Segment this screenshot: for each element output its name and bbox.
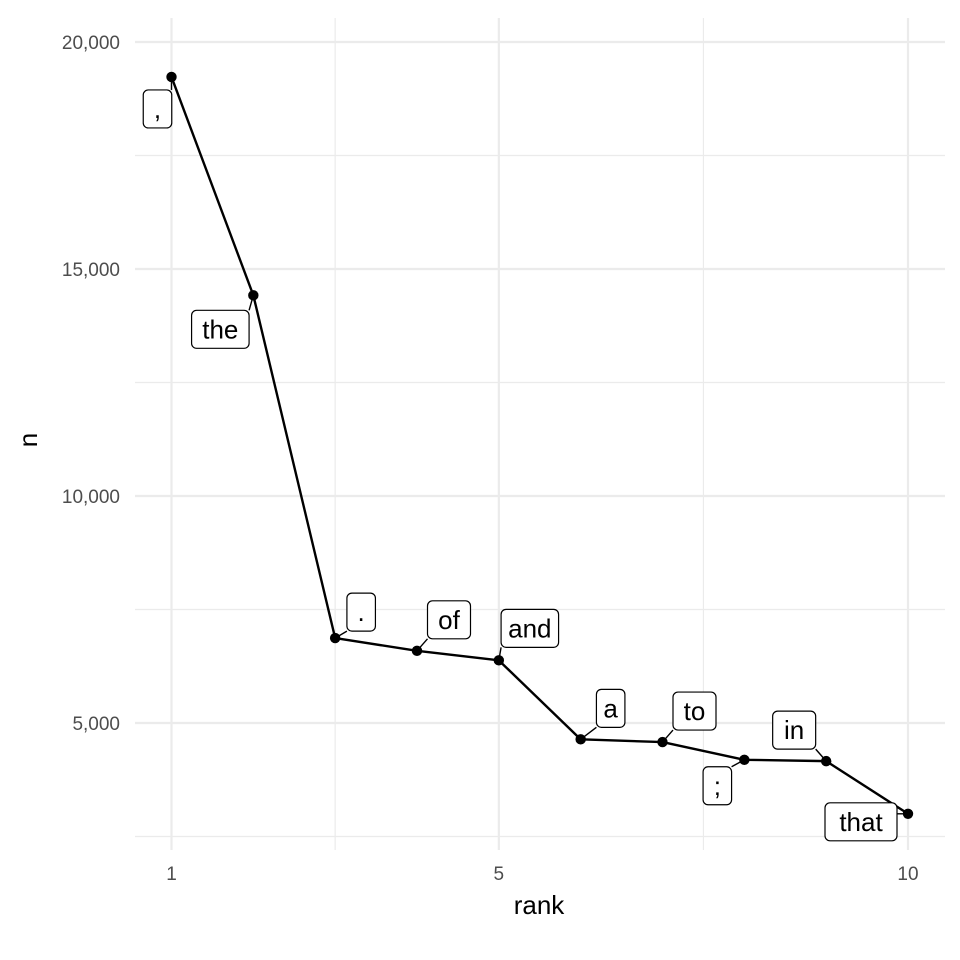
x-tick-label: 1 bbox=[166, 864, 177, 885]
label-leader-line bbox=[498, 647, 502, 661]
label-box bbox=[426, 600, 472, 640]
minor-gridlines bbox=[135, 18, 945, 850]
label-text: a bbox=[603, 693, 618, 723]
y-tick-label: 5,000 bbox=[72, 714, 120, 735]
label-box bbox=[500, 608, 560, 648]
x-axis-tick-labels: 1 5 10 bbox=[166, 864, 918, 885]
label-box bbox=[595, 688, 626, 728]
y-tick-label: 20,000 bbox=[62, 33, 120, 54]
series-line-group bbox=[170, 76, 909, 815]
y-axis-tick-labels: 5,000 10,000 15,000 20,000 bbox=[62, 33, 120, 735]
label-text: that bbox=[839, 807, 883, 837]
label-leader-line bbox=[661, 729, 674, 743]
point-label: of bbox=[416, 600, 472, 652]
point-label: the bbox=[190, 295, 255, 349]
x-tick-label: 10 bbox=[897, 864, 918, 885]
label-text: , bbox=[154, 94, 161, 124]
data-point bbox=[329, 632, 341, 644]
point-label: ; bbox=[702, 759, 745, 806]
label-box bbox=[672, 691, 717, 731]
data-point bbox=[248, 290, 259, 301]
point-label: , bbox=[142, 76, 173, 129]
label-box bbox=[772, 710, 817, 750]
label-box bbox=[346, 592, 377, 632]
label-text: of bbox=[438, 605, 460, 635]
label-text: the bbox=[202, 314, 238, 344]
label-text: in bbox=[784, 715, 804, 745]
label-leader-line bbox=[416, 638, 429, 652]
y-tick-label: 10,000 bbox=[62, 487, 120, 508]
label-leader-line bbox=[248, 295, 255, 311]
data-point bbox=[493, 655, 505, 666]
label-text: . bbox=[358, 597, 365, 627]
major-gridlines bbox=[135, 18, 945, 850]
label-text: and bbox=[508, 613, 551, 643]
series-line bbox=[170, 76, 909, 815]
label-leader-line bbox=[334, 630, 348, 639]
label-box bbox=[824, 802, 898, 842]
point-label: . bbox=[334, 592, 377, 639]
point-label: a bbox=[580, 688, 626, 740]
point-labels: , the. of and a to; in that bbox=[142, 76, 908, 842]
x-tick-label: 5 bbox=[494, 864, 505, 885]
data-points bbox=[166, 71, 914, 819]
point-label: to bbox=[661, 691, 717, 743]
x-axis-title: rank bbox=[514, 890, 566, 920]
y-axis-title: n bbox=[13, 433, 43, 447]
point-label: in bbox=[772, 710, 827, 762]
label-leader-line bbox=[580, 726, 597, 740]
label-box bbox=[190, 309, 250, 349]
point-label: and bbox=[498, 608, 560, 661]
label-box bbox=[142, 89, 173, 129]
y-tick-label: 15,000 bbox=[62, 260, 120, 281]
label-leader-line bbox=[815, 748, 827, 762]
label-box bbox=[702, 766, 733, 806]
label-text: ; bbox=[714, 771, 721, 801]
point-label: that bbox=[824, 802, 908, 842]
label-text: to bbox=[684, 696, 706, 726]
label-leader-line bbox=[731, 759, 745, 768]
